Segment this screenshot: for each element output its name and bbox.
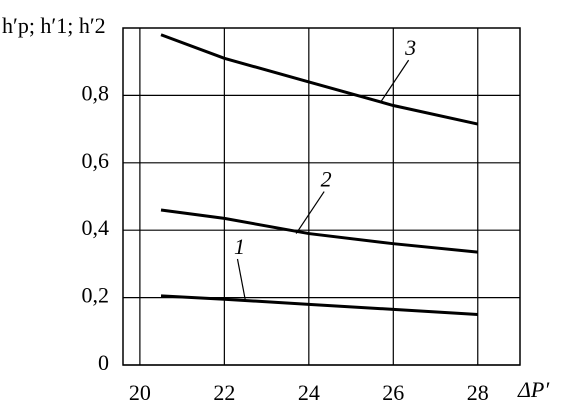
series-annotation: 3 — [404, 35, 416, 60]
series-annotation: 2 — [321, 167, 332, 192]
x-tick-label: 24 — [298, 380, 320, 405]
series-annotation: 1 — [234, 234, 245, 259]
x-tick-label: 26 — [382, 380, 404, 405]
y-tick-label: 0,6 — [82, 148, 110, 173]
series-line — [160, 33, 479, 126]
y-tick-label: 0,2 — [82, 283, 110, 308]
y-axis-label: h′p; h′1; h′2 — [2, 13, 106, 38]
y-tick-label: 0,4 — [82, 215, 110, 240]
annotation-leader — [236, 258, 247, 302]
y-tick-label: 0,8 — [82, 80, 110, 105]
annotation-leader — [380, 59, 410, 103]
x-axis-label: ΔP′ — [517, 377, 550, 402]
series-line — [160, 294, 478, 316]
x-tick-label: 28 — [467, 380, 489, 405]
x-tick-label: 20 — [129, 380, 151, 405]
series-line — [160, 208, 478, 254]
annotation-leader — [295, 191, 325, 234]
y-tick-label: 0 — [98, 350, 109, 375]
x-tick-label: 22 — [213, 380, 235, 405]
